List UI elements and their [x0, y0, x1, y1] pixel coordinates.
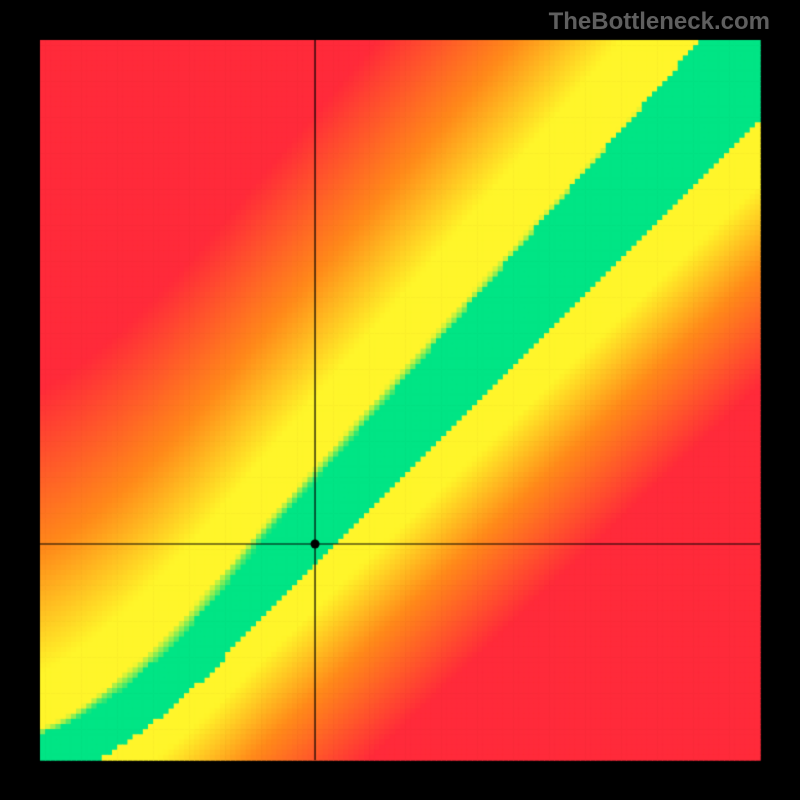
- watermark-text: TheBottleneck.com: [549, 8, 770, 36]
- chart-container: TheBottleneck.com: [0, 0, 800, 800]
- bottleneck-heatmap: [0, 0, 800, 800]
